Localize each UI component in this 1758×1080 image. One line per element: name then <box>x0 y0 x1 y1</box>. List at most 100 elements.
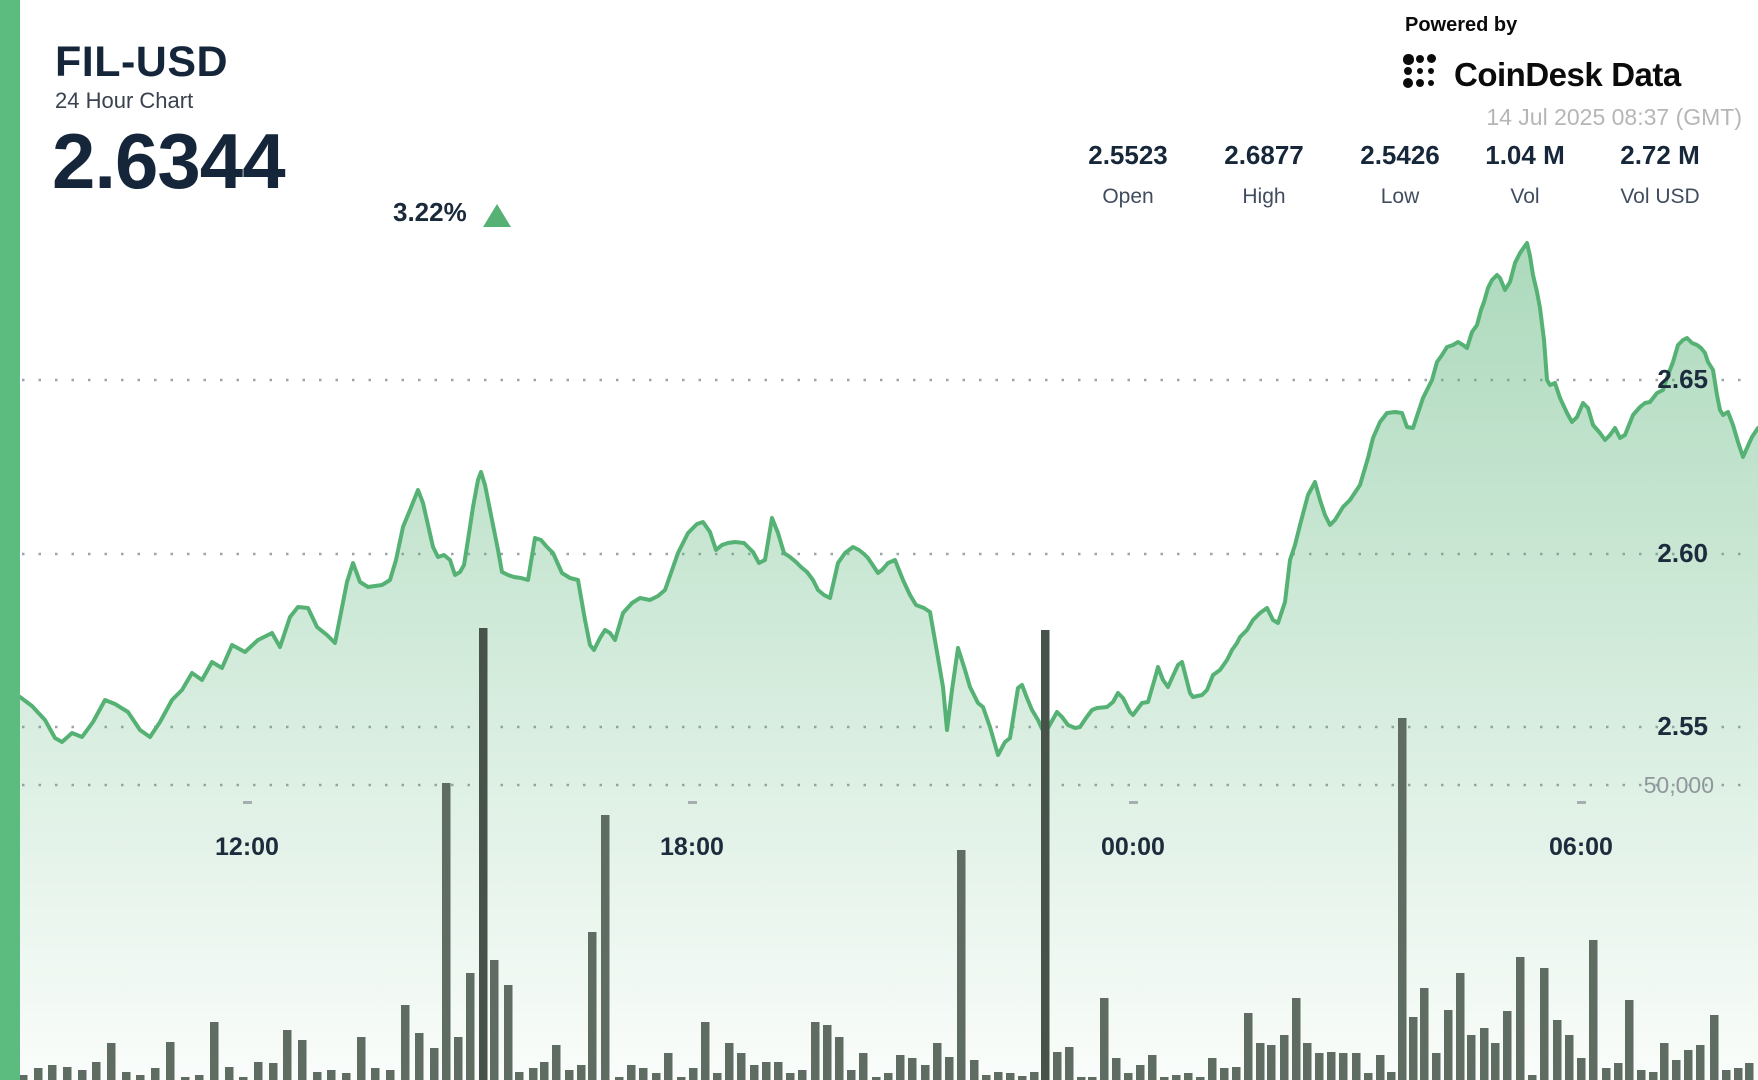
volume-bar <box>1516 957 1525 1080</box>
volume-bar <box>786 1073 795 1080</box>
stat-value: 2.5426 <box>1360 140 1440 170</box>
volume-bar <box>1196 1077 1205 1080</box>
volume-bar <box>1006 1073 1015 1080</box>
volume-bar <box>762 1062 771 1080</box>
volume-bar <box>63 1067 72 1080</box>
volume-bar <box>970 1060 979 1080</box>
volume-bar <box>1614 1063 1623 1080</box>
volume-bar <box>798 1070 807 1080</box>
coindesk-logo-icon <box>1403 54 1436 88</box>
volume-bar <box>1303 1043 1312 1080</box>
volume-bars <box>19 628 1754 1080</box>
chart-subtitle: 24 Hour Chart <box>55 88 194 113</box>
volume-bar <box>1041 630 1050 1080</box>
volume-bar <box>1660 1043 1669 1080</box>
volume-bar <box>1565 1035 1574 1080</box>
volume-bar <box>1649 1072 1658 1080</box>
stat-label: Vol <box>1510 185 1540 208</box>
volume-bar <box>269 1063 278 1080</box>
volume-bar <box>166 1042 175 1080</box>
volume-bar <box>466 973 475 1080</box>
volume-bar <box>283 1030 292 1080</box>
volume-bar <box>664 1053 673 1080</box>
volume-bar <box>454 1037 463 1080</box>
stat-value: 1.04 M <box>1485 140 1565 170</box>
stat-high: 2.6877 High <box>1194 140 1334 209</box>
volume-bar <box>1710 1015 1719 1080</box>
stat-vol: 1.04 M Vol <box>1455 140 1595 209</box>
volume-bar <box>1602 1068 1611 1080</box>
stat-value: 2.72 M <box>1620 140 1700 170</box>
current-price: 2.6344 <box>52 117 286 205</box>
volume-bar <box>859 1053 868 1080</box>
volume-bar <box>1528 1075 1537 1080</box>
x-axis-time-label: 00:00 <box>1101 833 1165 861</box>
stat-label: Low <box>1380 185 1420 208</box>
volume-bar <box>994 1072 1003 1080</box>
volume-bar <box>313 1072 322 1080</box>
volume-bar <box>1376 1055 1385 1080</box>
volume-bar <box>107 1043 116 1080</box>
volume-bar <box>239 1077 248 1080</box>
volume-bar <box>1220 1068 1229 1080</box>
y-axis-volume-label: 50,000 <box>1643 772 1714 798</box>
volume-bar <box>1172 1075 1181 1080</box>
x-axis-tick <box>243 801 252 804</box>
volume-bar <box>896 1055 905 1080</box>
stat-value: 2.5523 <box>1088 140 1168 170</box>
volume-bar <box>1432 1053 1441 1080</box>
volume-bar <box>1077 1077 1086 1080</box>
volume-bar <box>823 1025 832 1080</box>
volume-bar <box>1398 718 1407 1080</box>
brand-name: CoinDesk <box>1454 56 1603 93</box>
volume-bar <box>1684 1050 1693 1080</box>
volume-bar <box>872 1077 881 1080</box>
volume-bar <box>701 1022 710 1080</box>
volume-bar <box>1589 940 1598 1080</box>
volume-bar <box>515 1072 524 1080</box>
volume-bar <box>677 1077 686 1080</box>
volume-bar <box>1315 1053 1324 1080</box>
volume-bar <box>225 1067 234 1080</box>
volume-bar <box>1540 968 1549 1080</box>
volume-bar <box>1030 1072 1039 1080</box>
up-arrow-icon <box>483 204 511 227</box>
volume-bar <box>1625 1000 1634 1080</box>
y-axis-price-label: 2.60 <box>1657 538 1708 568</box>
volume-bar <box>504 985 513 1080</box>
volume-bar <box>386 1070 395 1080</box>
volume-bar <box>577 1065 586 1080</box>
volume-bar <box>1444 1010 1453 1080</box>
volume-bar <box>415 1033 424 1080</box>
x-axis-tick <box>1577 801 1586 804</box>
volume-bar <box>639 1068 648 1080</box>
volume-bar <box>1100 998 1109 1080</box>
volume-bar <box>342 1073 351 1080</box>
volume-bar <box>652 1073 661 1080</box>
y-axis-price-label: 2.65 <box>1657 364 1708 394</box>
volume-bar <box>1672 1060 1681 1080</box>
volume-bar <box>1352 1053 1361 1080</box>
change-percent: 3.22% <box>393 197 467 227</box>
volume-bar <box>689 1068 698 1080</box>
coindesk-logo[interactable]: CoinDesk Data <box>1403 52 1681 98</box>
volume-bar <box>565 1070 574 1080</box>
volume-bar <box>254 1062 263 1080</box>
left-accent-bar <box>0 0 20 1080</box>
volume-bar <box>945 1057 954 1080</box>
brand-suffix: Data <box>1611 56 1681 93</box>
volume-bar <box>1124 1073 1133 1080</box>
powered-by-label: Powered by <box>1405 14 1518 36</box>
stat-open: 2.5523 Open <box>1058 140 1198 209</box>
volume-bar <box>1409 1017 1418 1080</box>
volume-bar <box>1267 1045 1276 1080</box>
volume-bar <box>1065 1047 1074 1080</box>
stat-label: Vol USD <box>1620 185 1700 208</box>
volume-bar <box>401 1005 410 1080</box>
stat-label: Open <box>1102 185 1154 208</box>
volume-bar <box>430 1048 439 1080</box>
volume-bar <box>1364 1073 1373 1080</box>
volume-bar <box>1553 1020 1562 1080</box>
